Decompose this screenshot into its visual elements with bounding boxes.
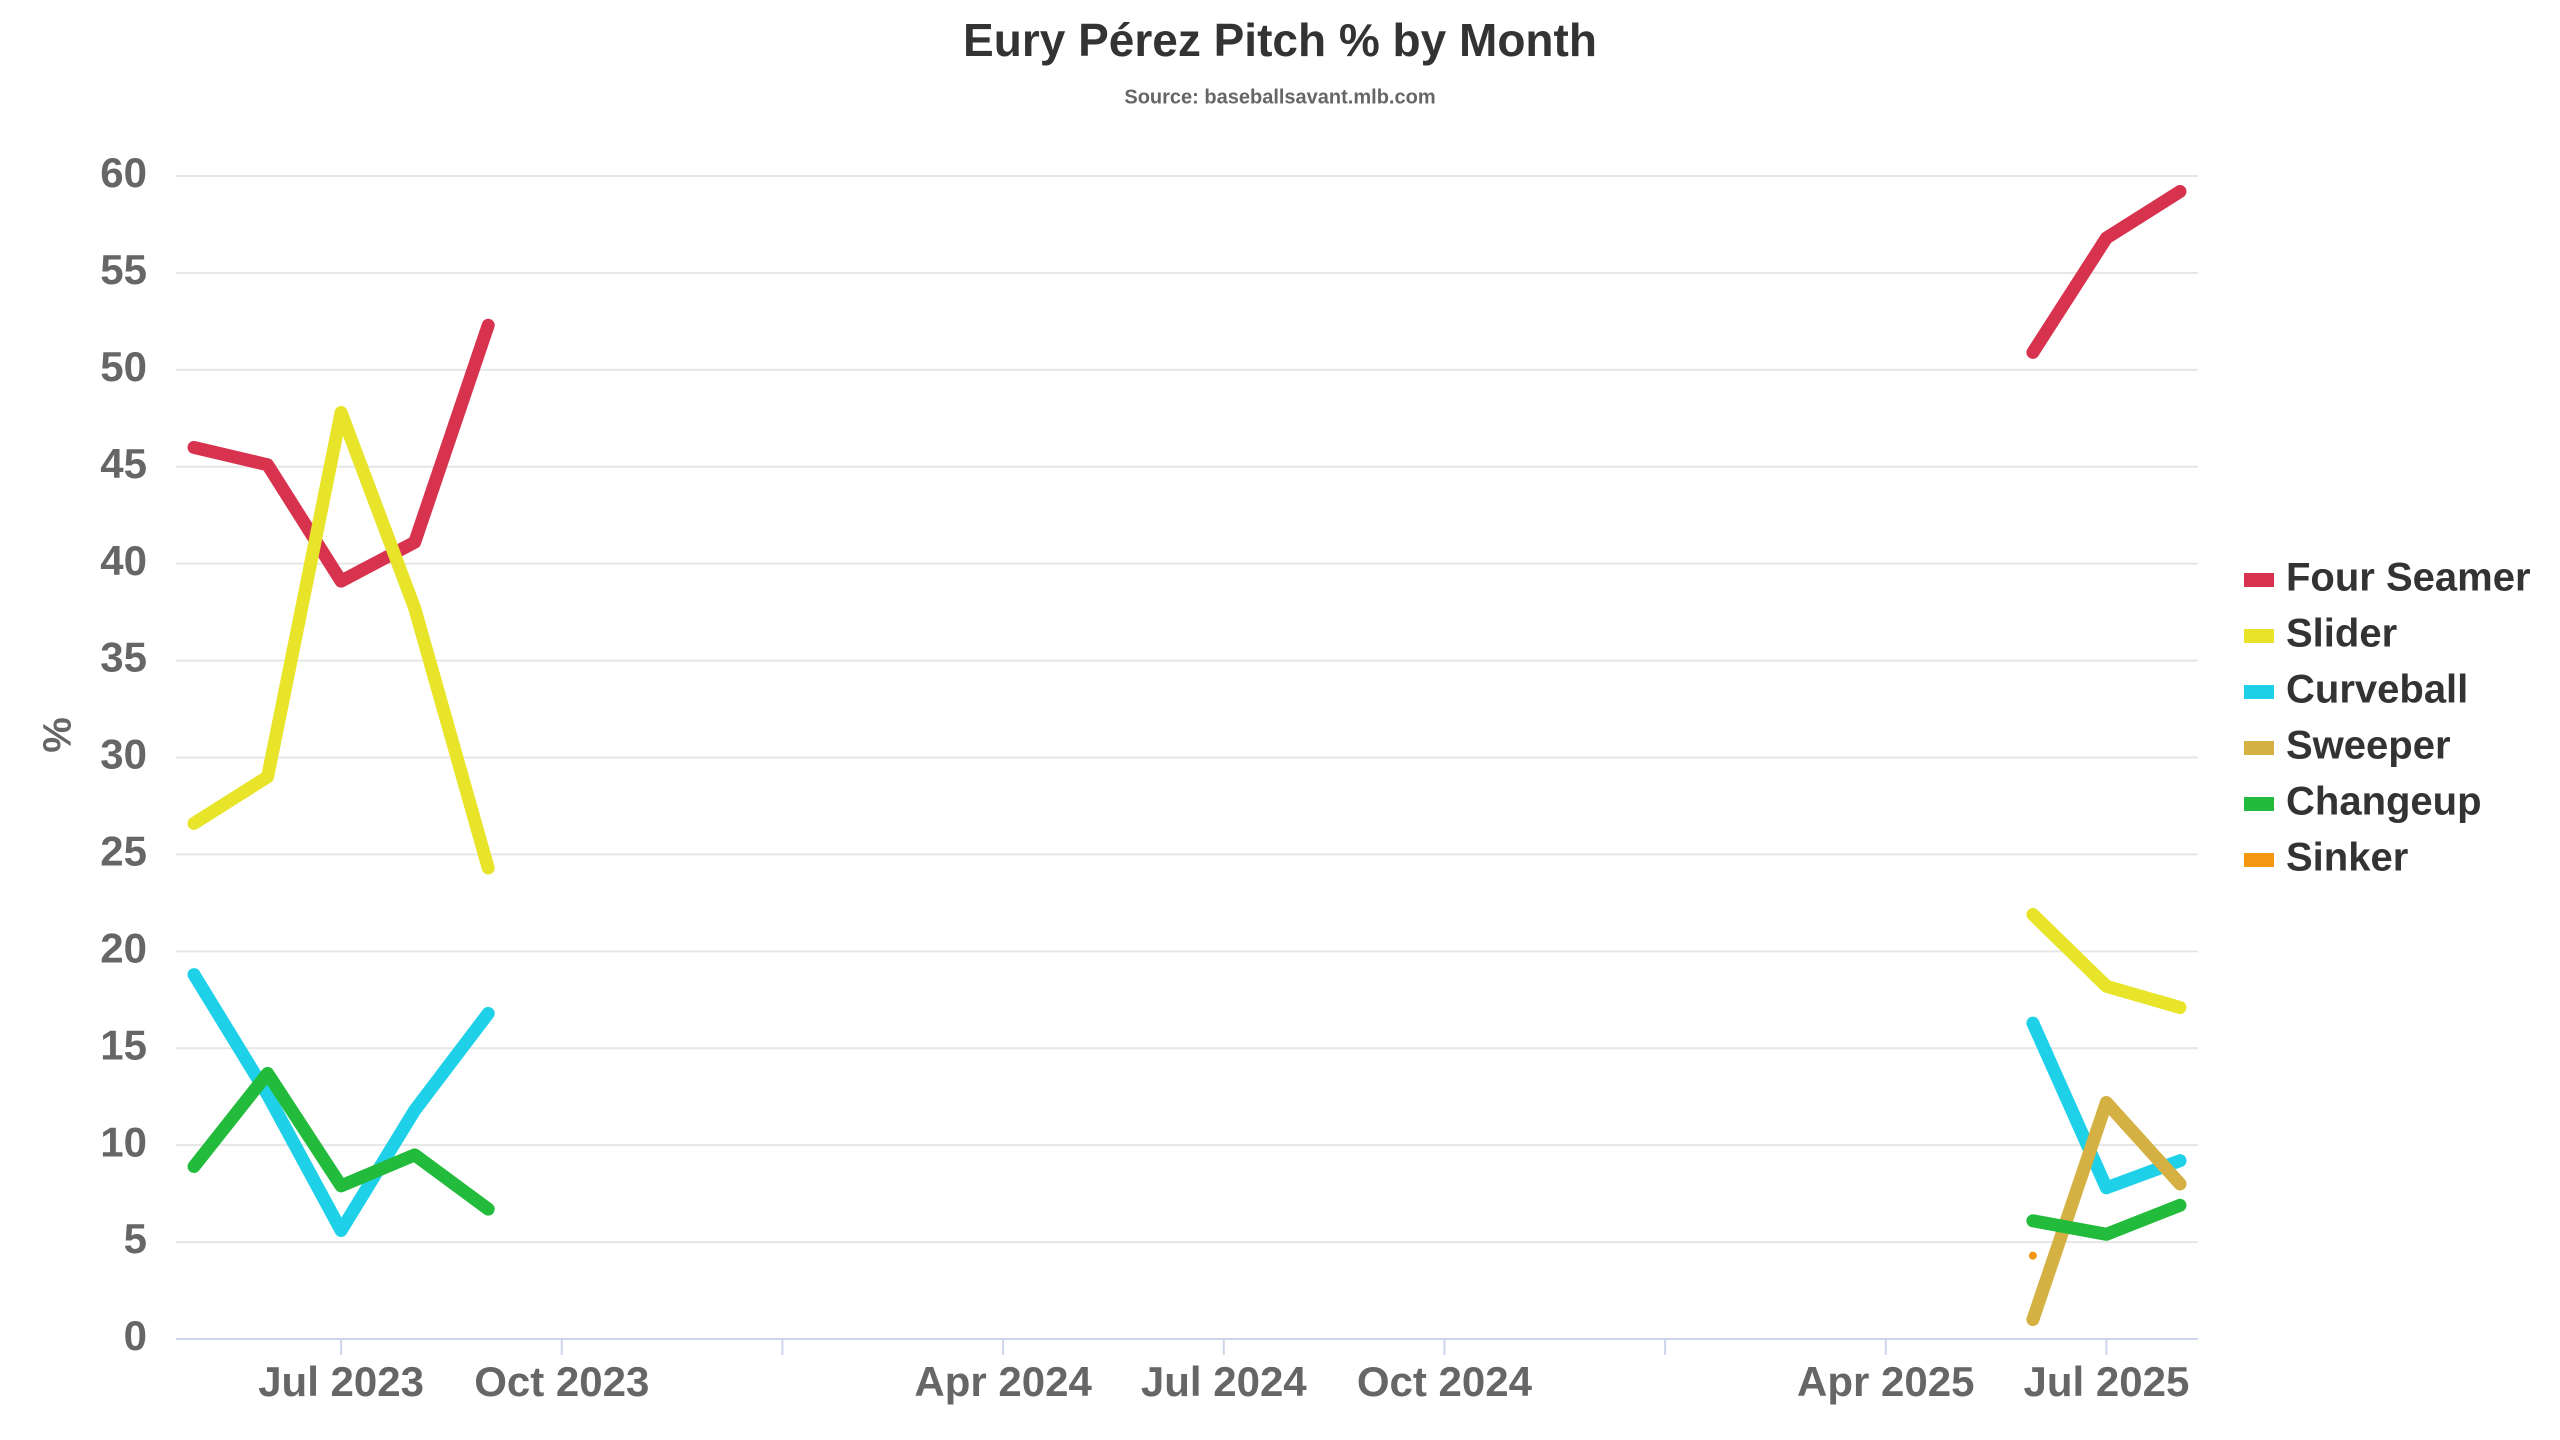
series-line xyxy=(187,968,495,1237)
x-tick-label: Jul 2025 xyxy=(2024,1358,2190,1405)
legend-swatch xyxy=(2244,853,2274,867)
y-tick-label: 35 xyxy=(100,634,147,681)
legend-label: Curveball xyxy=(2286,668,2468,712)
x-tick-label: Apr 2025 xyxy=(1797,1358,1974,1405)
y-tick-label: 50 xyxy=(100,343,147,390)
y-tick-label: 30 xyxy=(100,731,147,778)
legend-swatch xyxy=(2244,573,2274,587)
legend-swatch xyxy=(2244,741,2274,755)
legend-label: Changeup xyxy=(2286,780,2482,824)
series-line xyxy=(187,1066,495,1216)
series-line xyxy=(2026,185,2187,359)
x-tick-label: Oct 2024 xyxy=(1357,1358,1533,1405)
y-tick-label: 25 xyxy=(100,828,147,875)
legend-swatch xyxy=(2244,797,2274,811)
y-tick-label: 5 xyxy=(124,1215,147,1262)
y-tick-label: 60 xyxy=(100,149,147,196)
x-tick-label: Jul 2024 xyxy=(1141,1358,1307,1405)
x-tick-label: Apr 2024 xyxy=(914,1358,1092,1405)
y-tick-label: 45 xyxy=(100,440,147,487)
legend-swatch xyxy=(2244,685,2274,699)
data-point xyxy=(2028,1251,2037,1260)
legend-label: Sinker xyxy=(2286,836,2408,880)
y-tick-label: 40 xyxy=(100,537,147,584)
legend-swatch xyxy=(2244,629,2274,643)
y-tick-label: 10 xyxy=(100,1118,147,1165)
y-tick-label: 15 xyxy=(100,1021,147,1068)
series-line xyxy=(2026,1198,2187,1241)
y-tick-label: 20 xyxy=(100,924,147,971)
x-tick-label: Jul 2023 xyxy=(258,1358,424,1405)
legend-label: Sweeper xyxy=(2286,724,2451,768)
series-line xyxy=(187,406,495,875)
x-tick-label: Oct 2023 xyxy=(474,1358,649,1405)
series-line xyxy=(2026,908,2187,1014)
y-axis-label: % xyxy=(36,717,80,753)
y-tick-label: 55 xyxy=(100,246,147,293)
series-line xyxy=(187,318,495,588)
legend-label: Slider xyxy=(2286,612,2397,656)
y-tick-label: 0 xyxy=(124,1312,147,1359)
series-line xyxy=(2026,1016,2187,1195)
legend-label: Four Seamer xyxy=(2286,556,2531,600)
chart-subtitle: Source: baseballsavant.mlb.com xyxy=(1124,86,1435,108)
chart-title: Eury Pérez Pitch % by Month xyxy=(963,14,1597,66)
series-line xyxy=(2026,1096,2187,1327)
